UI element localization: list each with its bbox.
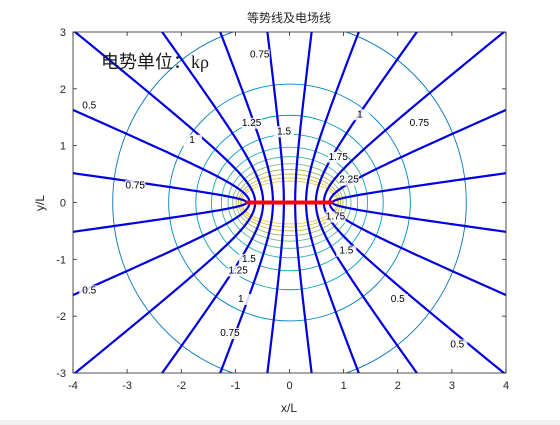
- x-axis-label: x/L: [281, 401, 297, 415]
- x-tick-label: 3: [449, 380, 455, 392]
- y-tick-label: 1: [60, 141, 66, 153]
- contour-label: 0.75: [125, 180, 145, 191]
- y-tick-label: -2: [56, 311, 66, 323]
- contour-label-text: 1.25: [242, 118, 262, 129]
- y-tick-label: -3: [56, 368, 66, 380]
- contour-label: 1.75: [326, 212, 346, 223]
- chart-title: 等势线及电场线: [247, 11, 331, 25]
- x-tick-label: 4: [503, 380, 509, 392]
- contour-label-text: 1.75: [328, 152, 348, 163]
- y-axis-label: y/L: [33, 195, 47, 211]
- x-tick-label: -1: [230, 380, 240, 392]
- contour-label: 1.75: [328, 152, 348, 163]
- contour-label: 0.75: [409, 118, 429, 129]
- contour-label: 1.25: [242, 118, 262, 129]
- contour-label: 1: [350, 109, 370, 120]
- contour-label: 0.5: [388, 294, 408, 305]
- contour-label-text: 1: [189, 135, 195, 146]
- contour-label-text: 1.5: [339, 246, 353, 257]
- contour-label-text: 0.5: [82, 285, 96, 296]
- contour-label-text: 1.25: [228, 266, 248, 277]
- contour-label-text: 0.5: [391, 294, 405, 305]
- x-tick-label: 0: [286, 380, 292, 392]
- contour-label-text: 0.75: [250, 50, 270, 61]
- contour-label: 1: [182, 135, 202, 146]
- contour-label-text: 1.5: [242, 254, 256, 265]
- contour-label-text: 1: [238, 294, 244, 305]
- x-tick-label: -3: [122, 380, 132, 392]
- contour-label-text: 0.75: [220, 328, 240, 339]
- contour-label-text: 0.5: [450, 339, 464, 350]
- contour-label-text: 0.75: [410, 118, 430, 129]
- contour-label-text: 0.75: [126, 180, 146, 191]
- contour-label: 1.5: [274, 126, 294, 137]
- contour-label: 0.5: [79, 285, 99, 296]
- y-tick-label: 3: [60, 27, 66, 39]
- contour-label-text: 1: [357, 109, 363, 120]
- contour-label: 1.5: [239, 254, 259, 265]
- y-tick-label: 2: [60, 84, 66, 96]
- contour-label: 1.25: [228, 266, 248, 277]
- contour-label-text: 1.75: [326, 212, 346, 223]
- y-tick-label: 0: [60, 198, 66, 210]
- contour-label: 0.75: [250, 50, 270, 61]
- x-tick-label: -4: [68, 380, 78, 392]
- contour-label: 1.5: [336, 246, 356, 257]
- contour-label: 0.5: [79, 101, 99, 112]
- contour-label-text: 0.5: [82, 101, 96, 112]
- contour-label: 1: [231, 294, 251, 305]
- x-tick-label: -2: [176, 380, 186, 392]
- potential-unit-annotation: 电势单位：kρ: [101, 52, 209, 72]
- y-tick-label: -1: [56, 254, 66, 266]
- contour-label: 0.5: [447, 339, 467, 350]
- contour-label-text: 1.5: [277, 126, 291, 137]
- contour-label: 0.75: [220, 328, 240, 339]
- x-tick-label: 2: [395, 380, 401, 392]
- x-tick-label: 1: [341, 380, 347, 392]
- contour-label: 2.25: [339, 175, 359, 186]
- contour-label-text: 2.25: [339, 175, 359, 186]
